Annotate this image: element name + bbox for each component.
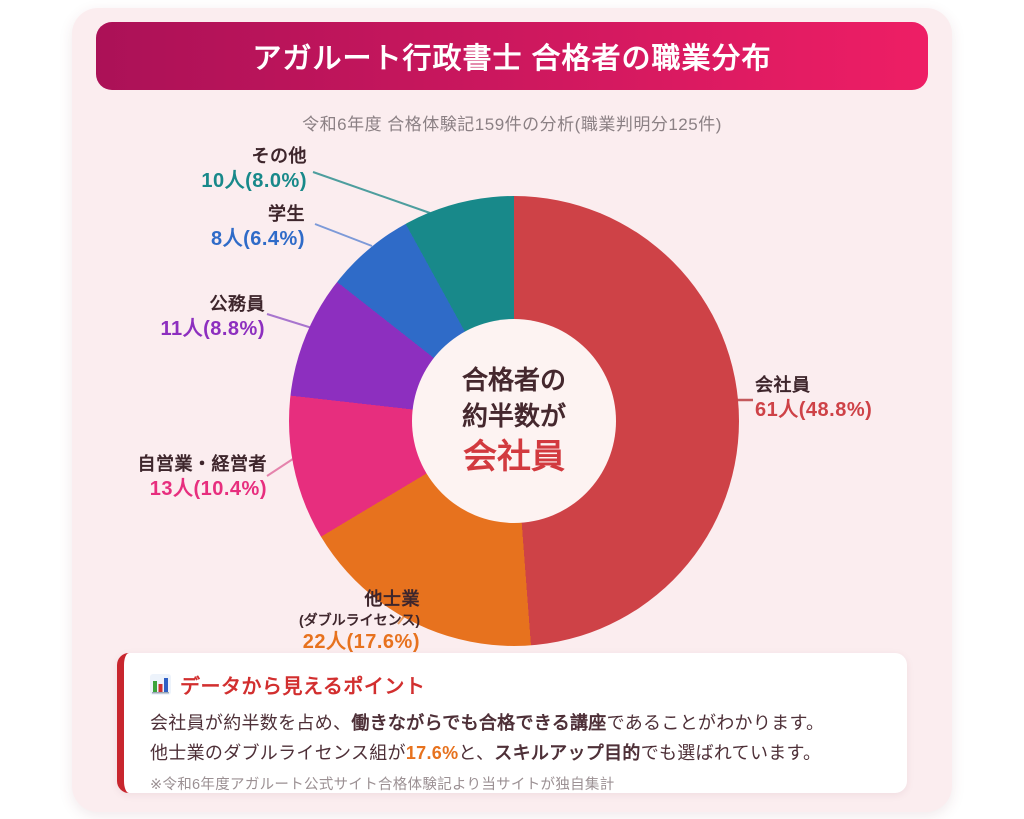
center-text-emphasis: 会社員	[463, 438, 565, 476]
bar-chart-icon	[150, 674, 171, 695]
insight-line1-pre: 会社員が約半数を占め、	[150, 713, 352, 733]
insight-line2-mid: と、	[458, 743, 495, 763]
chart-label-jieigyo: 自営業・経営者 13人(10.4%)	[138, 453, 268, 503]
segment-value: 10人(8.0%)	[201, 170, 307, 192]
segment-label: 他士業	[364, 589, 420, 609]
insight-box: データから見えるポイント 会社員が約半数を占め、働きながらでも合格できる講座であ…	[117, 653, 907, 793]
insight-line1-bold: 働きながらでも合格できる講座	[351, 713, 607, 733]
center-text-line1: 合格者の	[461, 365, 566, 395]
insight-footnote: ※令和6年度アガルート公式サイト合格体験記より当サイトが独自集計	[150, 777, 615, 793]
segment-label: その他	[251, 146, 307, 166]
segment-label: 学生	[268, 204, 305, 224]
page-title: アガルート行政書士 合格者の職業分布	[252, 43, 772, 75]
segment-value: 61人(48.8%)	[755, 399, 873, 421]
insight-line1-post: であることがわかります。	[606, 713, 825, 733]
segment-label: 自営業・経営者	[137, 454, 267, 474]
segment-value: 8人(6.4%)	[210, 228, 305, 250]
chart-label-koumuin: 公務員 11人(8.8%)	[160, 293, 265, 343]
insight-title: データから見えるポイント	[180, 676, 426, 698]
insight-line-1: 会社員が約半数を占め、働きながらでも合格できる講座であることがわかります。	[150, 708, 877, 738]
leader-line-koumuin	[266, 313, 313, 329]
title-banner: アガルート行政書士 合格者の職業分布	[96, 22, 928, 90]
segment-value: 22人(17.6%)	[302, 631, 420, 653]
segment-sublabel: (ダブルライセンス)	[298, 612, 420, 628]
insight-line2-post: でも選ばれています。	[640, 743, 822, 763]
insight-title-row: データから見えるポイント	[150, 670, 877, 699]
infographic-card: アガルート行政書士 合格者の職業分布 令和6年度 合格体験記159件の分析(職業…	[72, 8, 952, 812]
chart-subtitle: 令和6年度 合格体験記159件の分析(職業判明分125件)	[302, 115, 722, 134]
insight-line2-pre: 他士業のダブルライセンス組が	[150, 743, 406, 763]
leader-line-sonota	[312, 171, 431, 214]
center-text-line2: 約半数が	[461, 401, 566, 431]
segment-value: 13人(10.4%)	[149, 478, 267, 500]
insight-line-2: 他士業のダブルライセンス組が17.6%と、スキルアップ目的でも選ばれています。	[150, 738, 877, 768]
chart-label-kaishain: 会社員 61人(48.8%)	[755, 374, 872, 424]
chart-label-sonota: その他 10人(8.0%)	[201, 145, 307, 195]
chart-label-gakusei: 学生 8人(6.4%)	[211, 203, 305, 253]
leader-line-gakusei	[314, 223, 373, 247]
segment-value: 11人(8.8%)	[160, 318, 265, 340]
segment-label: 会社員	[755, 375, 811, 395]
segment-label: 公務員	[209, 294, 265, 314]
insight-highlight-pct: 17.6%	[405, 743, 459, 763]
chart-label-tashigyo: 他士業 (ダブルライセンス) 22人(17.6%)	[299, 588, 420, 656]
donut-center: 合格者の 約半数が 会社員	[412, 319, 616, 523]
insight-line2-bold: スキルアップ目的	[494, 743, 641, 763]
